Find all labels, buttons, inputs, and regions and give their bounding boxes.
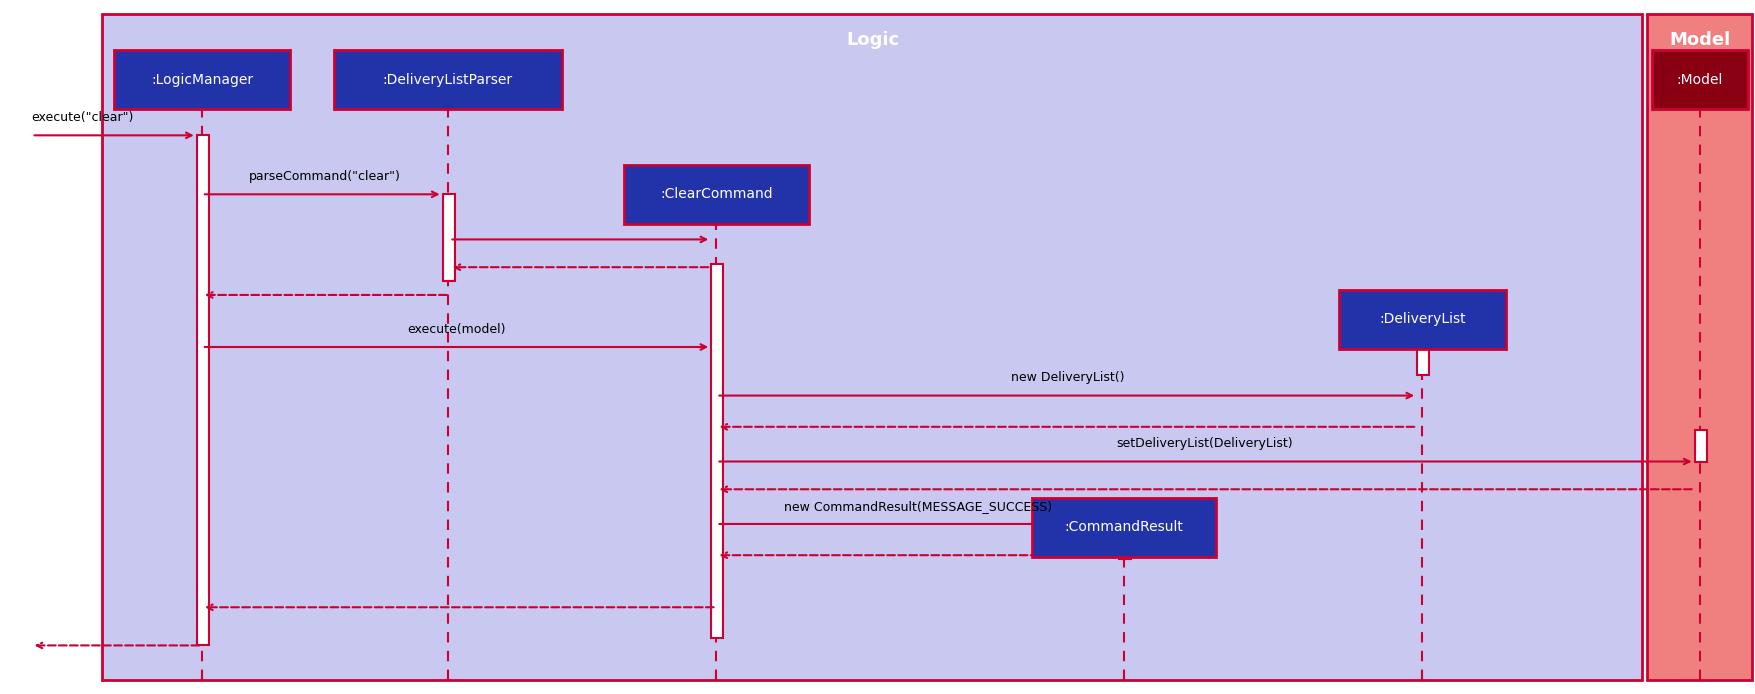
Bar [197, 135, 209, 645]
Bar [114, 51, 290, 109]
Bar [711, 264, 723, 638]
Text: :Model: :Model [1676, 73, 1722, 87]
Bar [1118, 527, 1130, 559]
Text: :DeliveryListParser: :DeliveryListParser [383, 73, 512, 87]
Bar [1339, 290, 1506, 348]
Bar [1032, 498, 1214, 557]
Bar [1694, 430, 1706, 462]
Bar [442, 194, 455, 281]
Bar [333, 51, 562, 109]
Text: new DeliveryList(): new DeliveryList() [1011, 371, 1123, 384]
Text: execute(model): execute(model) [407, 323, 505, 336]
Text: execute("clear"): execute("clear") [32, 111, 133, 124]
Text: setDeliveryList(DeliveryList): setDeliveryList(DeliveryList) [1116, 437, 1292, 450]
Bar [102, 14, 1641, 680]
Bar [1416, 347, 1429, 375]
Text: new CommandResult(MESSAGE_SUCCESS): new CommandResult(MESSAGE_SUCCESS) [784, 500, 1051, 513]
Text: Logic: Logic [846, 31, 899, 49]
Text: parseCommand("clear"): parseCommand("clear") [249, 170, 400, 183]
Text: :LogicManager: :LogicManager [151, 73, 253, 87]
Text: Model: Model [1669, 31, 1729, 49]
Bar [1646, 14, 1751, 680]
Text: :ClearCommand: :ClearCommand [660, 187, 772, 201]
Text: :CommandResult: :CommandResult [1064, 520, 1183, 534]
Bar [625, 165, 807, 223]
Bar [1650, 51, 1748, 109]
Text: :DeliveryList: :DeliveryList [1378, 312, 1465, 326]
